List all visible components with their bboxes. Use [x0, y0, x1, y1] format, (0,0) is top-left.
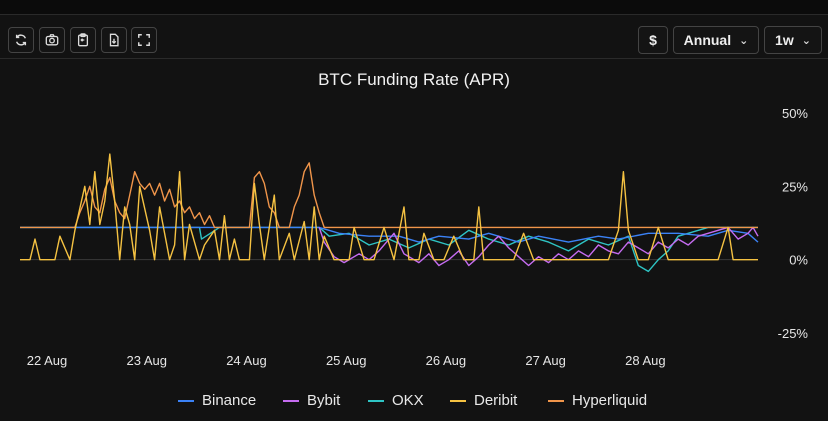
chart-title: BTC Funding Rate (APR) [318, 70, 510, 89]
legend-item-hyperliquid[interactable]: Hyperliquid [548, 392, 647, 409]
camera-icon[interactable] [39, 27, 65, 53]
x-tick-label: 22 Aug [27, 353, 68, 368]
x-tick-label: 25 Aug [326, 353, 367, 368]
x-tick-label: 23 Aug [126, 353, 167, 368]
range-label: 1w [775, 32, 794, 48]
chart-legend: Binance Bybit OKX Deribit Hyperliquid [0, 392, 828, 412]
top-divider [0, 0, 828, 15]
series-line-binance [20, 226, 759, 243]
download-icon[interactable] [101, 27, 127, 53]
chevron-down-icon: ⌄ [739, 34, 749, 47]
period-dropdown[interactable]: Annual ⌄ [673, 26, 759, 54]
legend-label: Bybit [307, 392, 341, 409]
x-tick-label: 27 Aug [525, 353, 566, 368]
series-line-deribit [20, 153, 758, 261]
period-label: Annual [683, 32, 732, 48]
legend-item-deribit[interactable]: Deribit [450, 392, 517, 409]
x-tick-label: 24 Aug [226, 353, 267, 368]
toolbar-divider [0, 58, 828, 59]
series-line-hyperliquid [20, 162, 758, 229]
legend-label: OKX [392, 392, 424, 409]
legend-swatch [283, 399, 299, 402]
legend-item-okx[interactable]: OKX [368, 392, 424, 409]
fullscreen-icon[interactable] [131, 27, 157, 53]
legend-label: Hyperliquid [572, 392, 648, 409]
y-tick-label: 0% [789, 253, 808, 268]
y-tick-label: -25% [778, 326, 809, 341]
y-tick-label: 25% [782, 179, 808, 194]
funding-rate-chart: BTC Funding Rate (APR) 50% 25% 0% -25% 22 A… [20, 70, 809, 368]
legend-label: Binance [202, 392, 257, 409]
legend-swatch [178, 399, 194, 402]
series-group [20, 153, 759, 273]
legend-label: Deribit [474, 392, 518, 409]
legend-swatch [450, 399, 466, 402]
refresh-icon[interactable] [8, 27, 34, 53]
x-tick-label: 26 Aug [426, 353, 467, 368]
series-line-okx [20, 226, 758, 273]
legend-item-bybit[interactable]: Bybit [283, 392, 340, 409]
chevron-down-icon: ⌄ [801, 34, 811, 47]
y-axis: 50% 25% 0% -25% [778, 106, 809, 341]
currency-label: $ [649, 32, 657, 48]
legend-swatch [548, 399, 564, 402]
x-axis: 22 Aug 23 Aug 24 Aug 25 Aug 26 Aug 27 Aug 28 A… [27, 353, 666, 368]
currency-button[interactable]: $ [638, 26, 668, 54]
x-tick-label: 28 Aug [625, 353, 666, 368]
legend-item-binance[interactable]: Binance [178, 392, 256, 409]
chart-toolbar: $ Annual ⌄ 1w ⌄ [0, 20, 828, 58]
range-dropdown[interactable]: 1w ⌄ [764, 26, 822, 54]
y-tick-label: 50% [782, 106, 808, 121]
legend-swatch [368, 399, 384, 402]
clipboard-icon[interactable] [70, 27, 96, 53]
